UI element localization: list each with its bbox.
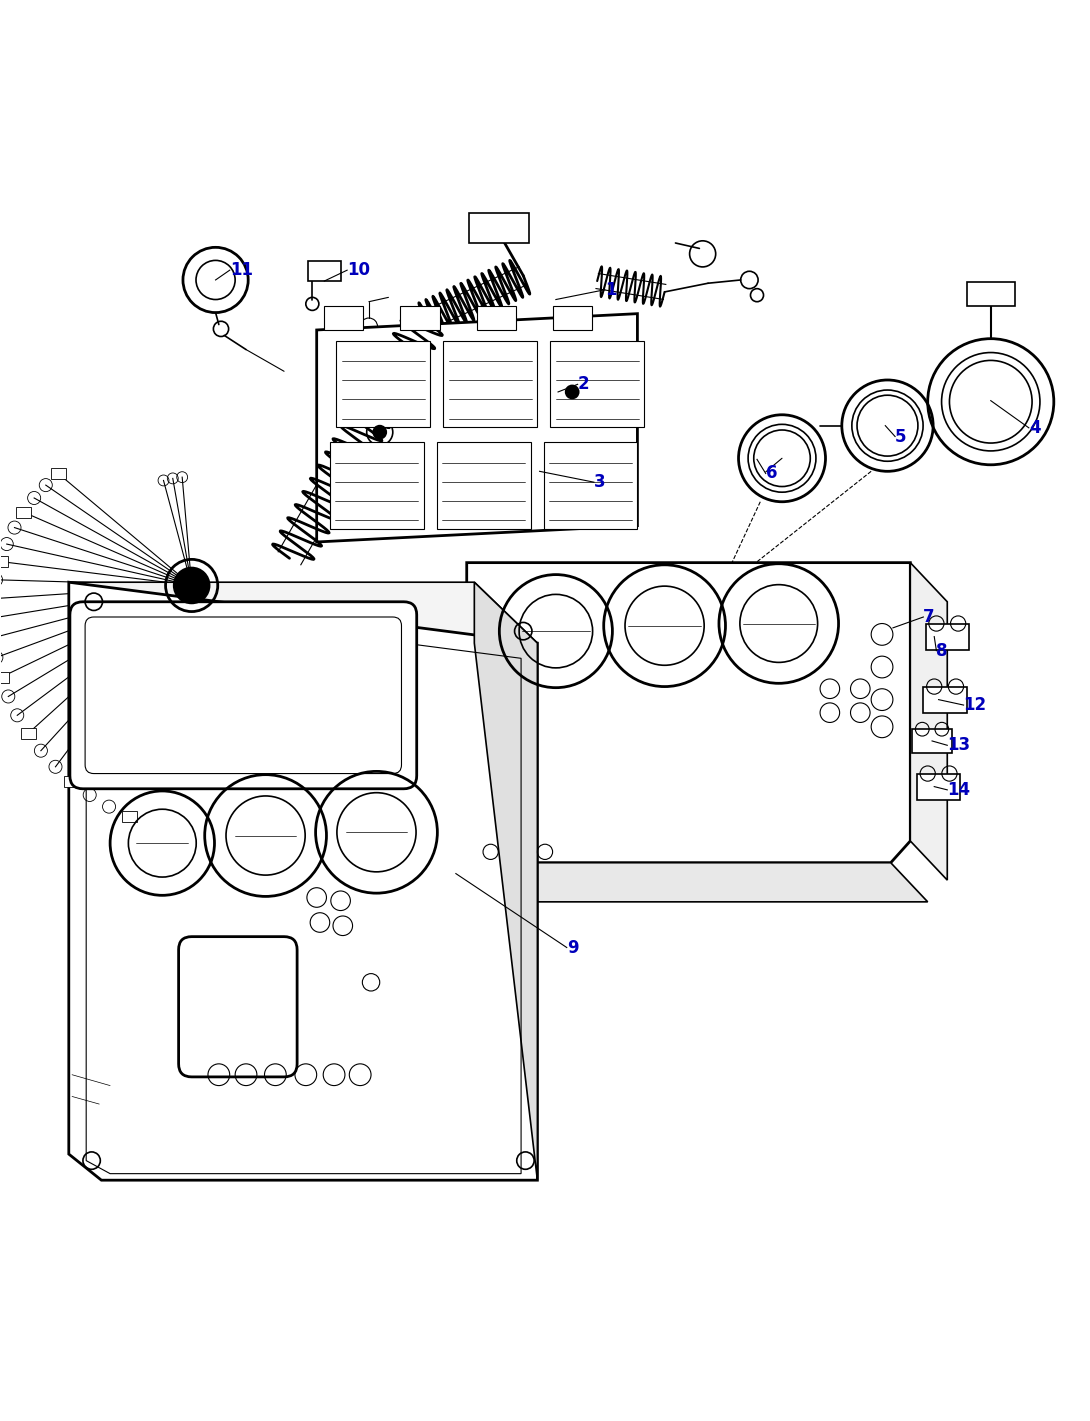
FancyBboxPatch shape bbox=[70, 601, 416, 789]
Bar bbox=[925, 624, 969, 649]
Bar bbox=[544, 442, 638, 529]
Bar bbox=[0, 672, 9, 682]
Bar bbox=[444, 341, 537, 428]
Bar bbox=[437, 442, 531, 529]
Bar bbox=[469, 213, 529, 243]
Bar bbox=[400, 306, 439, 330]
Bar bbox=[122, 811, 137, 821]
Text: 14: 14 bbox=[947, 782, 970, 799]
Text: 8: 8 bbox=[936, 642, 948, 659]
Text: 11: 11 bbox=[230, 261, 253, 279]
Polygon shape bbox=[467, 563, 910, 863]
Polygon shape bbox=[467, 863, 928, 902]
Bar bbox=[21, 728, 36, 739]
Circle shape bbox=[566, 385, 579, 398]
Text: 6: 6 bbox=[765, 465, 777, 483]
Bar bbox=[917, 773, 960, 800]
Bar bbox=[64, 776, 80, 787]
Bar bbox=[550, 341, 644, 428]
FancyBboxPatch shape bbox=[85, 617, 401, 773]
Bar bbox=[325, 306, 363, 330]
Bar bbox=[336, 341, 431, 428]
Bar bbox=[0, 556, 8, 567]
Bar bbox=[16, 507, 32, 517]
Bar bbox=[923, 686, 967, 713]
Circle shape bbox=[174, 568, 209, 603]
Bar bbox=[51, 468, 66, 479]
Bar bbox=[553, 306, 592, 330]
Text: 5: 5 bbox=[895, 428, 907, 446]
Text: 12: 12 bbox=[964, 696, 986, 715]
Text: 1: 1 bbox=[605, 281, 616, 298]
Bar bbox=[967, 283, 1015, 306]
Polygon shape bbox=[69, 583, 537, 1181]
Bar bbox=[912, 729, 952, 753]
Text: 4: 4 bbox=[1029, 419, 1041, 436]
Text: 7: 7 bbox=[923, 608, 935, 627]
Polygon shape bbox=[317, 314, 638, 541]
Bar bbox=[476, 306, 516, 330]
Text: 9: 9 bbox=[567, 938, 579, 956]
Polygon shape bbox=[69, 583, 537, 644]
Bar bbox=[308, 261, 340, 281]
Bar bbox=[330, 442, 424, 529]
Polygon shape bbox=[474, 583, 537, 1181]
FancyBboxPatch shape bbox=[179, 936, 298, 1077]
Circle shape bbox=[373, 426, 386, 439]
Text: 13: 13 bbox=[947, 736, 970, 755]
Text: 3: 3 bbox=[594, 473, 606, 492]
Text: 10: 10 bbox=[347, 261, 371, 279]
Polygon shape bbox=[910, 563, 947, 880]
Text: 2: 2 bbox=[578, 375, 590, 394]
